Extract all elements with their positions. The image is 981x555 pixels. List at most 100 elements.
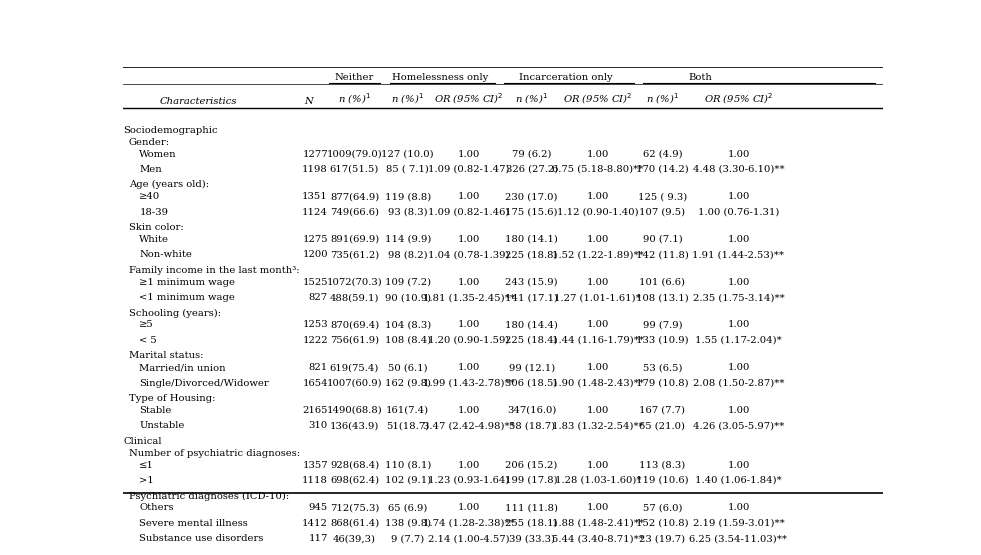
Text: ≥5: ≥5 [139,320,154,330]
Text: 180 (14.1): 180 (14.1) [505,235,558,244]
Text: 23 (19.7): 23 (19.7) [640,534,686,543]
Text: 1.88 (1.48-2.41)**: 1.88 (1.48-2.41)** [551,519,644,528]
Text: 243 (15.9): 243 (15.9) [505,278,558,287]
Text: 326 (27.2): 326 (27.2) [505,165,558,174]
Text: 102 (9.1): 102 (9.1) [385,476,431,485]
Text: >1: >1 [139,476,154,485]
Text: 141 (17.1): 141 (17.1) [505,293,558,302]
Text: 99 (12.1): 99 (12.1) [508,363,555,372]
Text: Type of Housing:: Type of Housing: [129,394,215,403]
Text: 1.00: 1.00 [457,320,480,330]
Text: 1525: 1525 [302,278,328,287]
Text: 98 (8.2): 98 (8.2) [387,250,428,259]
Text: 6.25 (3.54-11.03)**: 6.25 (3.54-11.03)** [690,534,788,543]
Text: <1 minimum wage: <1 minimum wage [139,293,235,302]
Text: 99 (7.9): 99 (7.9) [643,320,682,330]
Text: 114 (9.9): 114 (9.9) [385,235,431,244]
Text: 1.00: 1.00 [457,406,480,415]
Text: 53 (6.5): 53 (6.5) [643,363,682,372]
Text: 1.00: 1.00 [457,461,480,470]
Text: Incarceration only: Incarceration only [519,73,612,82]
Text: N: N [304,97,313,106]
Text: 175 (15.6): 175 (15.6) [505,208,558,216]
Text: 1.00: 1.00 [457,192,480,201]
Text: 1.00: 1.00 [587,461,609,470]
Text: 1200: 1200 [302,250,328,259]
Text: 1.44 (1.16-1.79)**: 1.44 (1.16-1.79)** [551,336,644,345]
Text: 119 (10.6): 119 (10.6) [636,476,689,485]
Text: 1.52 (1.22-1.89)**: 1.52 (1.22-1.89)** [552,250,644,259]
Text: 138 (9.8): 138 (9.8) [385,519,431,528]
Text: 1.83 (1.32-2.54)**: 1.83 (1.32-2.54)** [552,421,644,430]
Text: 735(61.2): 735(61.2) [330,250,379,259]
Text: Both: Both [689,73,712,82]
Text: OR (95% CI)$^2$: OR (95% CI)$^2$ [563,91,633,106]
Text: 712(75.3): 712(75.3) [330,503,380,512]
Text: 2165: 2165 [302,406,328,415]
Text: 62 (4.9): 62 (4.9) [643,149,682,159]
Text: 2.08 (1.50-2.87)**: 2.08 (1.50-2.87)** [693,379,784,387]
Text: 1.00: 1.00 [727,461,749,470]
Text: 230 (17.0): 230 (17.0) [505,192,558,201]
Text: 310: 310 [309,421,328,430]
Text: 179 (10.8): 179 (10.8) [636,379,689,387]
Text: 868(61.4): 868(61.4) [330,519,379,528]
Text: n (%)$^1$: n (%)$^1$ [338,91,371,106]
Text: 50 (6.1): 50 (6.1) [387,363,428,372]
Text: Others: Others [139,503,174,512]
Text: Non-white: Non-white [139,250,192,259]
Text: 161(7.4): 161(7.4) [387,406,430,415]
Text: 698(62.4): 698(62.4) [330,476,379,485]
Text: 1.00: 1.00 [587,406,609,415]
Text: Unstable: Unstable [139,421,184,430]
Text: ≥1 minimum wage: ≥1 minimum wage [139,278,235,287]
Text: 108 (8.4): 108 (8.4) [385,336,431,345]
Text: 1.12 (0.90-1.40): 1.12 (0.90-1.40) [557,208,639,216]
Text: 1.23 (0.93-1.64): 1.23 (0.93-1.64) [428,476,509,485]
Text: 1.00: 1.00 [587,363,609,372]
Text: < 5: < 5 [139,336,157,345]
Text: 619(75.4): 619(75.4) [330,363,380,372]
Text: 1351: 1351 [302,192,328,201]
Text: 870(69.4): 870(69.4) [330,320,379,330]
Text: 85 ( 7.1): 85 ( 7.1) [387,165,429,174]
Text: 3.47 (2.42-4.98)**: 3.47 (2.42-4.98)** [423,421,514,430]
Text: 1198: 1198 [302,165,328,174]
Text: 199 (17.8): 199 (17.8) [505,476,558,485]
Text: 928(68.4): 928(68.4) [330,461,379,470]
Text: Women: Women [139,149,177,159]
Text: 255 (18.1): 255 (18.1) [505,519,558,528]
Text: 1.09 (0.82-1.46): 1.09 (0.82-1.46) [428,208,509,216]
Text: Schooling (years):: Schooling (years): [129,309,221,317]
Text: Men: Men [139,165,162,174]
Text: 1.90 (1.48-2.43)**: 1.90 (1.48-2.43)** [552,379,644,387]
Text: OR (95% CI)$^2$: OR (95% CI)$^2$ [703,91,773,106]
Text: 1.00: 1.00 [587,149,609,159]
Text: 1.81 (1.35-2.45)**: 1.81 (1.35-2.45)** [423,293,514,302]
Text: 1.55 (1.17-2.04)*: 1.55 (1.17-2.04)* [696,336,782,345]
Text: 142 (11.8): 142 (11.8) [636,250,689,259]
Text: Number of psychiatric diagnoses:: Number of psychiatric diagnoses: [129,448,300,458]
Text: Clinical: Clinical [124,437,162,446]
Text: 1124: 1124 [302,208,328,216]
Text: Family income in the last month³:: Family income in the last month³: [129,266,299,275]
Text: 1.40 (1.06-1.84)*: 1.40 (1.06-1.84)* [696,476,782,485]
Text: n (%)$^1$: n (%)$^1$ [391,91,424,106]
Text: Marital status:: Marital status: [129,351,203,360]
Text: 877(64.9): 877(64.9) [330,192,379,201]
Text: 65 (6.9): 65 (6.9) [388,503,428,512]
Text: 117: 117 [308,534,328,543]
Text: 891(69.9): 891(69.9) [330,235,379,244]
Text: 136(43.9): 136(43.9) [330,421,380,430]
Text: Characteristics: Characteristics [160,97,237,106]
Text: 821: 821 [309,363,328,372]
Text: 133 (10.9): 133 (10.9) [636,336,689,345]
Text: 5.44 (3.40-8.71)**: 5.44 (3.40-8.71)** [552,534,644,543]
Text: 617(51.5): 617(51.5) [330,165,380,174]
Text: 347(16.0): 347(16.0) [507,406,556,415]
Text: n (%)$^1$: n (%)$^1$ [646,91,679,106]
Text: 1.00: 1.00 [587,192,609,201]
Text: 90 (7.1): 90 (7.1) [643,235,683,244]
Text: 1.00: 1.00 [727,235,749,244]
Text: 119 (8.8): 119 (8.8) [385,192,431,201]
